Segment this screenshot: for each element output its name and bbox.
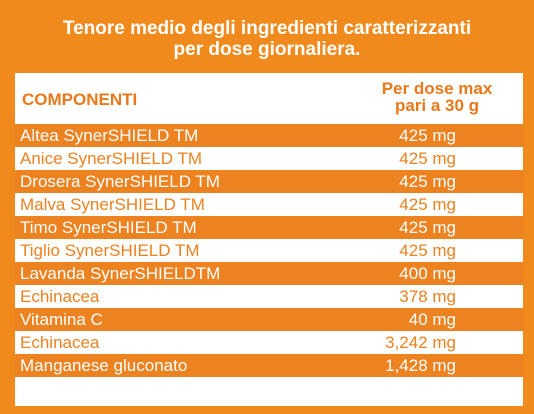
row-component: Malva SynerSHIELD TM xyxy=(20,195,205,214)
ingredients-table: COMPONENTI Per dose max pari a 30 g Alte… xyxy=(15,73,523,406)
row-dose: 425 mg xyxy=(399,195,456,214)
title-line-2: per dose giornaliera. xyxy=(173,39,361,60)
row-dose: 1,428 mg xyxy=(385,356,456,375)
header-dose-line-1: Per dose max xyxy=(381,79,493,98)
table-row: Drosera SynerSHIELD TM 425 mg xyxy=(15,170,523,193)
panel-title: Tenore medio degli ingredienti caratteri… xyxy=(0,18,534,60)
table-row: Altea SynerSHIELD TM 425 mg xyxy=(15,124,523,147)
table-row: Anice SynerSHIELD TM 425 mg xyxy=(15,147,523,170)
row-component: Altea SynerSHIELD TM xyxy=(20,126,199,145)
row-dose: 400 mg xyxy=(399,264,456,283)
header-components: COMPONENTI xyxy=(22,90,138,109)
table-row: Echinacea 3,242 mg xyxy=(15,331,523,354)
row-dose: 425 mg xyxy=(399,149,456,168)
row-dose: 378 mg xyxy=(399,287,456,306)
table-row: Vitamina C 40 mg xyxy=(15,308,523,331)
row-component: Anice SynerSHIELD TM xyxy=(20,149,203,168)
row-dose: 425 mg xyxy=(399,172,456,191)
row-dose: 40 mg xyxy=(408,310,456,329)
header-dose-line-2: pari a 30 g xyxy=(394,96,480,115)
row-dose: 425 mg xyxy=(399,218,456,237)
table-row: Tiglio SynerSHIELD TM 425 mg xyxy=(15,239,523,262)
row-dose: 3,242 mg xyxy=(385,333,456,352)
row-component: Echinacea xyxy=(20,333,100,352)
row-component: Echinacea xyxy=(20,287,100,306)
table-row: Timo SynerSHIELD TM 425 mg xyxy=(15,216,523,239)
row-component: Drosera SynerSHIELD TM xyxy=(20,172,220,191)
row-component: Lavanda SynerSHIELDTM xyxy=(20,264,221,283)
row-component: Timo SynerSHIELD TM xyxy=(20,218,197,237)
table-header: COMPONENTI Per dose max pari a 30 g xyxy=(15,73,523,124)
table-row: Echinacea 378 mg xyxy=(15,285,523,308)
row-component: Manganese gluconato xyxy=(20,356,188,375)
row-dose: 425 mg xyxy=(399,241,456,260)
table-row: Lavanda SynerSHIELDTM 400 mg xyxy=(15,262,523,285)
row-component: Vitamina C xyxy=(20,310,103,329)
row-component: Tiglio SynerSHIELD TM xyxy=(20,241,200,260)
table-row: Malva SynerSHIELD TM 425 mg xyxy=(15,193,523,216)
title-line-1: Tenore medio degli ingredienti caratteri… xyxy=(62,18,472,39)
header-dose: Per dose max pari a 30 g xyxy=(367,80,507,114)
table-row: Manganese gluconato 1,428 mg xyxy=(15,354,523,377)
table-body: Altea SynerSHIELD TM 425 mg Anice SynerS… xyxy=(15,124,523,377)
row-dose: 425 mg xyxy=(399,126,456,145)
